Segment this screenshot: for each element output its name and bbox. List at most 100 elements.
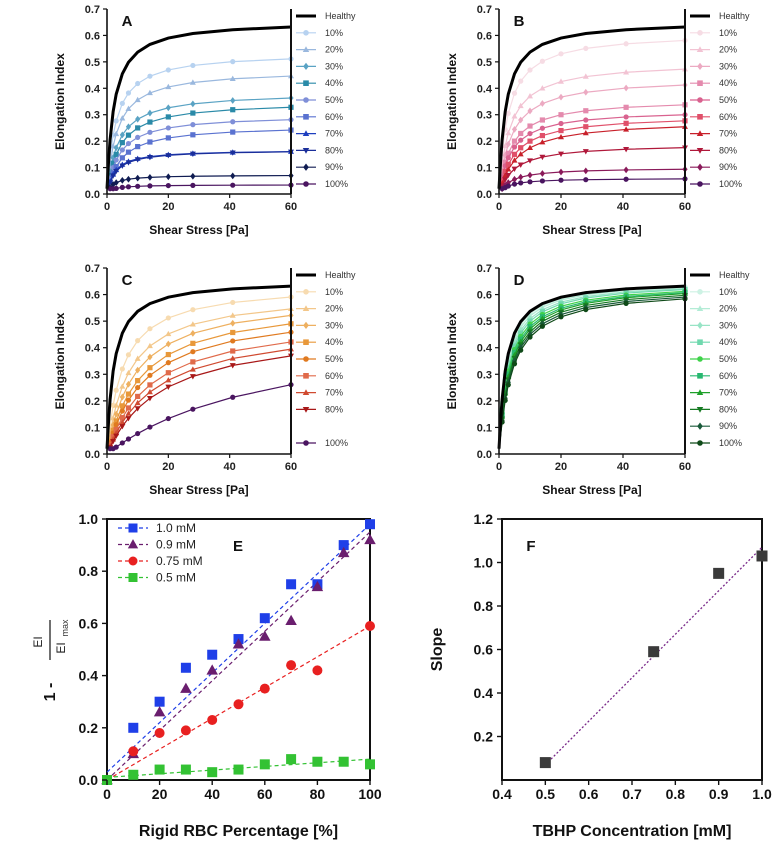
data-point	[229, 363, 236, 369]
data-point	[502, 397, 508, 404]
y-tick-label: 1.2	[474, 511, 494, 527]
data-point	[505, 166, 512, 172]
data-point	[180, 662, 191, 673]
legend-label: 60%	[719, 371, 737, 381]
panel-a: 0.0 0.1 0.2 0.3 0.4 0.5 0.6 0.7 0 20 40 60 Shear Str…	[53, 4, 356, 237]
data-point	[107, 168, 113, 176]
data-point	[207, 767, 218, 778]
data-point	[134, 406, 141, 412]
data-point	[113, 163, 119, 170]
legend-marker	[303, 181, 309, 187]
data-point	[165, 330, 172, 337]
x-tick-label: 80	[310, 786, 326, 802]
data-point	[518, 347, 524, 353]
data-point	[125, 397, 132, 403]
legend-marker	[696, 130, 704, 136]
legend-label: 1.0 mM	[156, 521, 196, 535]
data-point	[558, 133, 564, 140]
legend-label: 70%	[719, 129, 737, 139]
data-point	[110, 181, 116, 188]
legend-marker	[696, 407, 704, 413]
data-point	[623, 104, 629, 110]
data-point	[119, 115, 126, 121]
legend-marker	[697, 181, 703, 187]
data-point	[505, 129, 512, 136]
legend-marker	[696, 389, 704, 395]
legend-marker	[696, 46, 704, 52]
data-point	[125, 123, 132, 131]
data-point	[180, 682, 192, 693]
data-point	[511, 90, 518, 96]
panel-label: B	[514, 13, 525, 30]
panel-f: 0.2 0.4 0.6 0.8 1.0 1.2 0.4 0.5 0.6 0.7 0.8 0.9 1.0 T…	[429, 511, 772, 840]
legend-marker	[697, 373, 703, 379]
data-point	[229, 355, 236, 361]
y-axis-label: Elongation Index	[53, 312, 67, 409]
data-point	[337, 546, 350, 558]
data-point	[539, 132, 545, 139]
legend-label: 60%	[719, 112, 737, 122]
data-point	[233, 699, 244, 710]
data-point	[527, 144, 533, 150]
data-point	[119, 184, 125, 190]
y-tick-label: 0.4	[85, 83, 101, 95]
y-tick-label: 0.4	[477, 83, 493, 95]
x-axis-label: TBHP Concentration [mM]	[533, 823, 732, 840]
data-point	[259, 759, 270, 770]
y-tick-label: 0.2	[85, 396, 100, 408]
data-point	[190, 307, 196, 313]
data-point	[230, 107, 236, 113]
series-line	[106, 323, 292, 450]
data-point	[125, 369, 132, 376]
data-point	[119, 366, 125, 372]
data-point	[113, 444, 119, 450]
data-point	[147, 183, 153, 189]
legend-label: 70%	[719, 388, 737, 398]
data-point	[190, 110, 196, 116]
data-point	[125, 132, 132, 138]
series-line	[498, 298, 686, 449]
data-point	[558, 314, 564, 320]
data-point	[190, 132, 196, 138]
data-point	[189, 366, 196, 372]
legend-label: Healthy	[719, 11, 750, 21]
legend-marker	[127, 539, 139, 549]
data-point	[511, 144, 518, 150]
data-point	[135, 134, 141, 140]
y-tick-label: 0.6	[79, 615, 99, 631]
data-point	[539, 178, 546, 184]
data-point	[113, 418, 119, 424]
legend-marker	[303, 30, 309, 36]
data-point	[125, 90, 132, 96]
legend-label: 70%	[325, 129, 343, 139]
data-point	[110, 173, 117, 179]
data-point	[365, 621, 375, 632]
data-point	[134, 96, 141, 103]
data-point	[110, 427, 116, 433]
y-tick-label: 0.4	[477, 343, 493, 355]
data-point	[539, 757, 551, 769]
y-label-numerator: EI	[31, 636, 45, 647]
data-point	[505, 172, 512, 179]
data-point	[505, 365, 511, 371]
data-point	[180, 764, 191, 775]
series-line	[498, 287, 686, 449]
data-point	[189, 321, 196, 327]
legend-marker	[303, 80, 309, 86]
data-point	[539, 139, 546, 145]
data-point	[505, 155, 511, 161]
data-point	[527, 123, 533, 129]
data-point	[229, 312, 236, 318]
data-point	[113, 118, 119, 124]
data-point	[119, 403, 125, 409]
series-line	[106, 97, 292, 189]
data-point	[119, 100, 125, 106]
data-point	[113, 130, 120, 137]
data-point	[147, 424, 153, 430]
y-tick-label: 0.7	[477, 4, 492, 16]
data-point	[518, 116, 524, 124]
series-line	[106, 151, 292, 190]
x-tick-label: 20	[152, 786, 168, 802]
data-point	[135, 80, 141, 87]
